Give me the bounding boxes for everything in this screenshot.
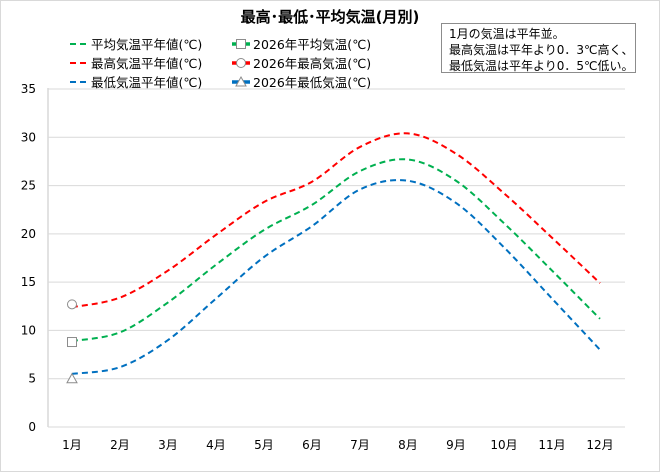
y-tick-label: 15: [21, 275, 36, 289]
annotation-box: 1月の気温は平年並。 最高気温は平年より0．3℃高く、 最低気温は平年より0．5…: [441, 23, 636, 73]
y-tick-label: 30: [21, 130, 36, 144]
y-tick-label: 5: [28, 372, 36, 386]
min-normal-line: [71, 179, 601, 375]
legend-marker: [236, 58, 246, 68]
y-tick-label: 20: [21, 227, 36, 241]
legend-marker: [236, 39, 246, 49]
x-tick-label: 4月: [206, 438, 226, 452]
max-normal-line: [71, 132, 601, 309]
y-tick-label: 35: [21, 82, 36, 96]
x-tick-label: 9月: [446, 438, 466, 452]
x-tick-label: 2月: [110, 438, 130, 452]
legend-label: 最低気温平年値(℃): [91, 75, 202, 90]
legend-label: 最高気温平年値(℃): [91, 56, 202, 71]
y-tick-label: 25: [21, 179, 36, 193]
legend-label: 平均気温平年値(℃): [91, 37, 202, 52]
legend-label: 2026年平均気温(℃): [253, 37, 371, 52]
legend-marker: [235, 75, 247, 87]
x-tick-label: 1月: [62, 438, 82, 452]
x-tick-label: 6月: [302, 438, 322, 452]
max-2026-point: [67, 299, 77, 310]
annotation-line: 最高気温は平年より0．3℃高く、: [449, 43, 634, 57]
legend-label: 2026年最高気温(℃): [253, 56, 371, 71]
avg-2026-point: [67, 337, 77, 348]
x-tick-label: 8月: [398, 438, 418, 452]
legend-label: 2026年最低気温(℃): [253, 75, 371, 90]
avg-normal-line: [71, 158, 601, 343]
x-tick-label: 7月: [350, 438, 370, 452]
chart-title: 最高･最低･平均気温(月別): [241, 8, 420, 26]
x-tick-label: 11月: [538, 438, 565, 452]
min-2026-point: [66, 372, 78, 384]
x-tick-label: 10月: [490, 438, 517, 452]
x-tick-label: 5月: [254, 438, 274, 452]
y-tick-label: 0: [28, 420, 36, 434]
x-tick-label: 3月: [158, 438, 178, 452]
y-tick-label: 10: [21, 323, 36, 337]
annotation-line: 最低気温は平年より0．5℃低い。: [449, 59, 634, 73]
x-tick-label: 12月: [586, 438, 613, 452]
annotation-line: 1月の気温は平年並。: [449, 27, 565, 41]
